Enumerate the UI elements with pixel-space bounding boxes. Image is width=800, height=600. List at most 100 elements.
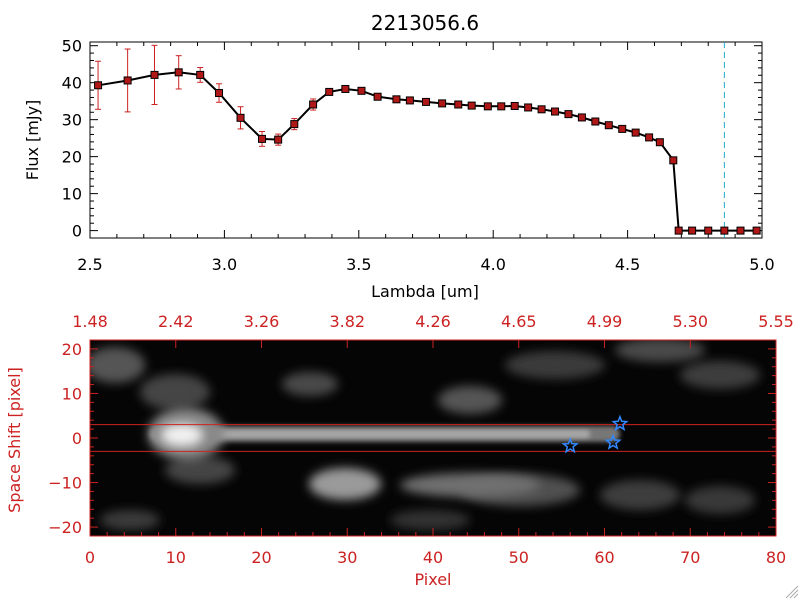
image-top-tick-label: 4.26 [415, 312, 451, 331]
flux-point [688, 226, 697, 235]
image-top-tick-label: 3.26 [244, 312, 280, 331]
flux-point [645, 133, 654, 142]
image-y-tick-label: 20 [62, 340, 82, 359]
image-top-tick-label: 4.65 [501, 312, 537, 331]
spectrum-y-tick-label: 10 [62, 185, 82, 204]
source-blobs [148, 408, 540, 500]
spectrum-frame [89, 41, 763, 239]
image-y-ticks: −20 −10 0 10 20 [48, 340, 776, 537]
image-x-tick-label: 0 [85, 548, 95, 567]
flux-point [618, 124, 627, 133]
image-x-tick-label: 50 [509, 548, 529, 567]
image-x-axis-label: Pixel [414, 570, 451, 589]
flux-point [325, 87, 334, 96]
spectrum-y-ticks: 0 10 20 30 40 50 [62, 37, 762, 241]
flux-point [290, 120, 299, 129]
image-x-ticks: 0 10 20 30 40 50 60 70 80 [85, 528, 786, 567]
flux-point [497, 102, 506, 111]
spectrum-x-tick-label: 4.5 [615, 255, 640, 274]
flux-point [752, 226, 761, 235]
flux-point [591, 117, 600, 126]
flux-point [655, 138, 664, 147]
flux-point [551, 107, 560, 116]
flux-line [97, 71, 757, 232]
flux-point [405, 96, 414, 105]
flux-point [510, 101, 519, 110]
star-markers [561, 414, 629, 454]
image-x-tick-label: 20 [251, 548, 271, 567]
flux-point [631, 128, 640, 137]
image-x-tick-label: 60 [594, 548, 614, 567]
flux-point [174, 68, 183, 77]
flux-series [94, 44, 761, 235]
flux-point [577, 113, 586, 122]
flux-point [258, 134, 267, 143]
flux-point [274, 135, 283, 144]
resize-grip-icon[interactable] [785, 585, 799, 599]
image-top-tick-label: 4.99 [587, 312, 623, 331]
flux-point [236, 113, 245, 122]
image-top-tick-label: 2.42 [158, 312, 194, 331]
flux-point [674, 226, 683, 235]
image-top-tick-label: 1.48 [72, 312, 108, 331]
spectrum-y-axis-label: Flux [mJy] [23, 100, 42, 181]
star-marker-icon [604, 433, 622, 450]
image-x-tick-label: 80 [766, 548, 786, 567]
spectrum-x-tick-label: 5.0 [749, 255, 774, 274]
flux-point [524, 103, 533, 112]
flux-point [94, 81, 103, 90]
image-x-tick-label: 30 [337, 548, 357, 567]
image-x-tick-label: 40 [423, 548, 443, 567]
image-y-axis-label: Space Shift [pixel] [5, 367, 24, 513]
image-top-wavelength-ticks: 1.48 2.42 3.26 3.82 4.26 4.65 4.99 5.30 5.55 [72, 312, 794, 348]
image-top-tick-label: 5.30 [672, 312, 708, 331]
spectrum-x-tick-label: 3.0 [212, 255, 237, 274]
flux-point [454, 100, 463, 109]
star-marker-icon [561, 436, 579, 454]
spectrum-x-tick-label: 2.5 [77, 255, 102, 274]
spectrum-y-tick-label: 50 [62, 37, 82, 56]
flux-point [467, 101, 476, 110]
flux-point [422, 97, 430, 106]
spectral-image [90, 340, 776, 536]
flux-point [373, 92, 382, 101]
spectrum-y-tick-label: 40 [62, 74, 82, 93]
spectrum-y-tick-label: 30 [62, 111, 82, 130]
image-y-tick-label: 0 [72, 429, 82, 448]
flux-point [392, 95, 401, 104]
star-marker-icon [611, 414, 629, 432]
flux-point [357, 86, 366, 95]
spectrum-y-tick-label: 20 [62, 148, 82, 167]
flux-point [564, 110, 573, 119]
flux-point [704, 226, 713, 235]
image-x-tick-label: 10 [166, 548, 186, 567]
flux-point [537, 105, 546, 114]
image-y-tick-label: −20 [48, 518, 82, 537]
flux-point [196, 70, 205, 79]
image-x-tick-label: 70 [680, 548, 700, 567]
flux-point [341, 84, 350, 93]
flux-point [720, 226, 729, 235]
flux-point [150, 70, 159, 79]
flux-point [483, 102, 492, 111]
flux-point [669, 156, 678, 165]
image-top-tick-label: 3.82 [329, 312, 365, 331]
spectrum-x-ticks: 2.5 3.0 3.5 4.0 4.5 5.0 [77, 42, 775, 274]
flux-point [309, 100, 318, 109]
spectrum-x-tick-label: 3.5 [346, 255, 371, 274]
chart-title: 2213056.6 [371, 11, 479, 35]
spectral-image-plot: 0 10 20 30 40 50 60 70 80 1.48 2.42 3.26 3.82 4.26 4.… [5, 312, 794, 589]
flux-point [215, 89, 224, 98]
image-y-tick-label: −10 [48, 474, 82, 493]
flux-point [438, 99, 447, 108]
spectrum-x-axis-label: Lambda [um] [371, 282, 479, 301]
flux-point [604, 121, 613, 130]
spectrum-plot: 2213056.6 2.5 3.0 3.5 4.0 4.5 5.0 0 10 20 30 40 50… [23, 11, 775, 301]
flux-point [123, 76, 132, 85]
background-noise [90, 340, 760, 530]
image-top-tick-label: 5.55 [758, 312, 794, 331]
spectrum-x-tick-label: 4.0 [480, 255, 505, 274]
main-trace [150, 426, 620, 442]
image-y-tick-label: 10 [62, 384, 82, 403]
